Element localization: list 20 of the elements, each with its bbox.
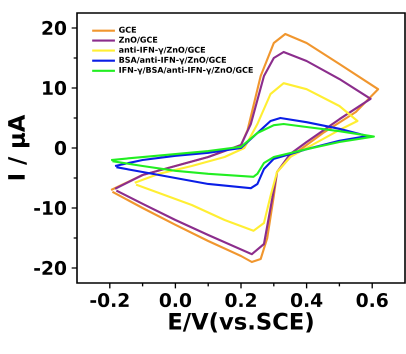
line-series [134, 82, 359, 232]
y-tick-label: -20 [34, 260, 66, 276]
y-tick-label: 0 [54, 140, 66, 156]
legend-label: IFN-γ/BSA/anti-IFN-γ/ZnO/GCE [119, 66, 253, 74]
x-tick-label: -0.2 [90, 293, 129, 308]
x-axis-title: E/V(vs.SCE) [169, 312, 313, 333]
line-series [110, 122, 375, 178]
y-tick-label: -10 [34, 200, 66, 216]
legend-label: ZnO/GCE [119, 36, 158, 44]
x-tick-label: 0.4 [290, 293, 322, 308]
line-series [114, 116, 368, 190]
legend-label: GCE [119, 26, 136, 33]
legend-label: BSA/anti-IFN-γ/ZnO/GCE [119, 56, 226, 64]
legend-label: anti-IFN-γ/ZnO/GCE [119, 46, 206, 54]
x-tick-label: 0.0 [160, 293, 192, 308]
x-tick-label: 0.6 [356, 293, 388, 308]
y-axis-title: I / μA [8, 114, 30, 180]
x-tick-label: 0.2 [225, 293, 256, 308]
y-tick-label: 10 [43, 80, 66, 96]
y-tick-label: 20 [42, 20, 66, 36]
